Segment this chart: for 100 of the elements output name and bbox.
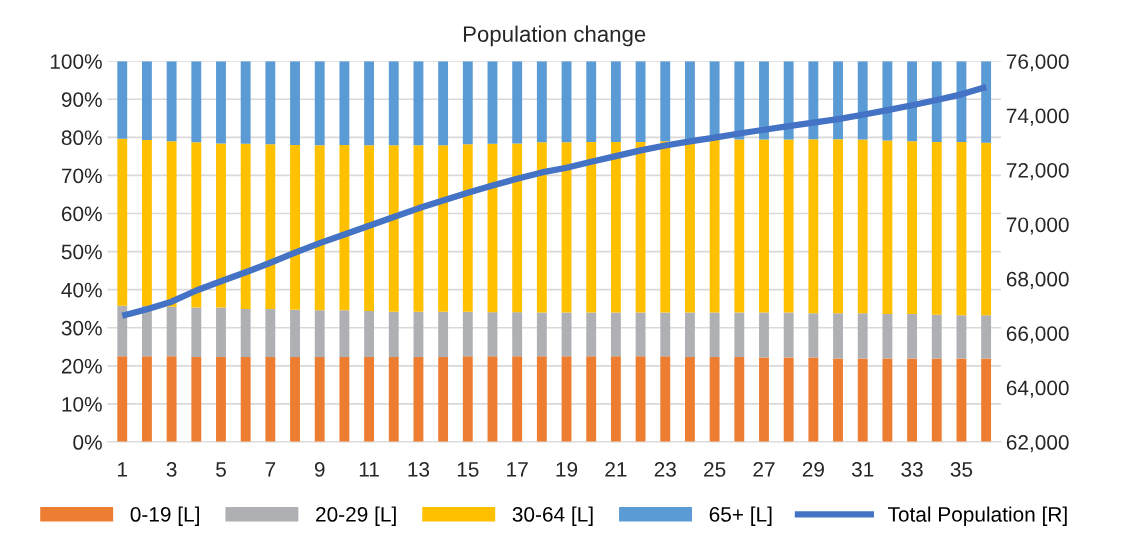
- bar: [314, 145, 325, 311]
- y2-tick-label: 74,000: [1006, 108, 1069, 126]
- y-tick-label: 50%: [61, 244, 102, 260]
- bar: [685, 312, 695, 358]
- bar: [216, 357, 226, 443]
- bar: [240, 143, 251, 310]
- bar: [759, 139, 769, 313]
- bar: [734, 357, 745, 443]
- bar: [240, 61, 251, 144]
- bar: [265, 61, 276, 145]
- bar: [610, 312, 621, 357]
- x-tick-label: 5: [216, 462, 226, 477]
- bar: [438, 61, 449, 146]
- bar: [833, 139, 843, 314]
- x-tick-label: 27: [753, 462, 775, 477]
- bar: [882, 61, 893, 141]
- bar: [783, 312, 794, 358]
- bar: [166, 356, 177, 443]
- x-tick-label: 25: [704, 462, 726, 477]
- bar: [685, 357, 695, 443]
- bar: [462, 356, 473, 443]
- bar: [833, 358, 843, 443]
- bar: [536, 61, 547, 143]
- bar: [981, 358, 992, 443]
- bar: [216, 307, 226, 358]
- bar: [808, 357, 819, 443]
- y-tick-label: 40%: [61, 282, 102, 298]
- bar: [462, 311, 473, 357]
- bar: [290, 309, 300, 358]
- x-tick-label: 1: [118, 462, 128, 477]
- bar: [216, 61, 226, 144]
- bar: [364, 145, 375, 311]
- y2-tick-label: 68,000: [1006, 271, 1069, 290]
- bar: [561, 61, 572, 143]
- bar: [956, 315, 967, 359]
- bar: [907, 358, 918, 443]
- bar: [833, 61, 843, 140]
- bar: [117, 61, 128, 139]
- bar: [388, 357, 399, 443]
- bar: [290, 144, 300, 310]
- y2-tick-label: 72,000: [1006, 162, 1069, 181]
- legend-label: 20-29 [L]: [316, 506, 396, 526]
- bar: [512, 143, 523, 313]
- bar: [759, 61, 769, 140]
- y-tick-label: 20%: [61, 358, 102, 374]
- x-tick-label: 23: [654, 462, 676, 477]
- bar: [635, 61, 646, 142]
- bar: [783, 61, 794, 140]
- bar: [660, 356, 671, 443]
- bar: [487, 61, 498, 144]
- bar: [512, 356, 523, 443]
- bar: [191, 357, 202, 443]
- bar: [981, 315, 992, 359]
- bar: [981, 61, 992, 143]
- bar: [833, 313, 843, 359]
- x-tick-label: 11: [359, 462, 379, 477]
- bar: [536, 356, 547, 443]
- bar: [857, 61, 868, 140]
- y2-tick-label: 62,000: [1006, 435, 1069, 453]
- bar: [388, 311, 399, 358]
- bar: [265, 357, 276, 443]
- bar: [734, 139, 745, 313]
- y-tick-label: 80%: [61, 130, 102, 146]
- bar: [931, 314, 942, 359]
- bar: [117, 305, 128, 357]
- bar: [586, 61, 597, 142]
- bar: [660, 141, 671, 313]
- bar: [709, 139, 720, 313]
- y-tick-label: 30%: [61, 320, 102, 336]
- bar: [635, 312, 646, 357]
- x-tick-label: 33: [901, 462, 923, 477]
- bar: [166, 141, 177, 307]
- y-tick-label: 100%: [50, 54, 102, 69]
- x-tick-label: 21: [605, 462, 627, 477]
- legend-label: Total Population [R]: [887, 506, 1067, 526]
- bar: [388, 61, 399, 146]
- bar: [882, 314, 893, 359]
- y2-tick-label: 66,000: [1006, 326, 1069, 344]
- bar: [783, 139, 794, 313]
- legend-label: 0-19 [L]: [130, 506, 199, 526]
- bar: [117, 138, 128, 306]
- bar: [265, 309, 276, 358]
- bar: [610, 141, 621, 313]
- y-tick-label: 0%: [73, 435, 102, 450]
- bar: [882, 140, 893, 315]
- bar: [734, 312, 745, 358]
- bar: [438, 145, 449, 312]
- bar: [882, 358, 893, 443]
- bar: [536, 142, 547, 313]
- bar: [635, 356, 646, 443]
- bar: [290, 357, 300, 443]
- bar: [759, 312, 769, 358]
- bar: [907, 141, 918, 315]
- bar: [907, 314, 918, 359]
- bar: [759, 357, 769, 443]
- bar: [413, 357, 424, 443]
- x-tick-label: 13: [408, 462, 430, 477]
- bar: [290, 61, 300, 145]
- bar: [512, 61, 523, 144]
- bar: [561, 356, 572, 443]
